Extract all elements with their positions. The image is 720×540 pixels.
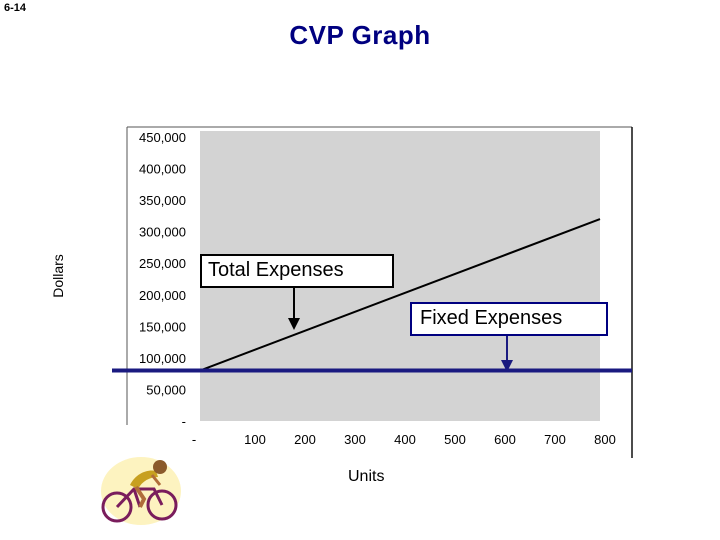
fixed-expenses-callout: Fixed Expenses (410, 302, 608, 336)
x-tick-label: 500 (444, 432, 466, 447)
y-tick-label: 200,000 (139, 288, 186, 303)
total-expenses-callout: Total Expenses (200, 254, 394, 288)
slide-number: 6-14 (4, 2, 27, 14)
y-tick-label: 450,000 (139, 130, 186, 145)
rider-head (153, 460, 167, 474)
y-tick-label: 50,000 (146, 382, 186, 397)
x-axis-label: Units (348, 468, 385, 485)
y-tick-label: 400,000 (139, 162, 186, 177)
bike-seat-tube (132, 488, 142, 508)
y-tick-label: - (182, 414, 186, 429)
fixed-expenses-arrowhead (501, 360, 513, 372)
y-tick-label: 100,000 (139, 351, 186, 366)
x-tick-label: 700 (544, 432, 566, 447)
plot-right-margin (600, 131, 630, 421)
chart-title: CVP Graph (289, 20, 431, 50)
rider-leg (134, 485, 147, 508)
x-tick-label: 800 (594, 432, 616, 447)
cyclist-icon (101, 457, 181, 525)
bike-frame (115, 487, 164, 509)
rider-body (130, 470, 158, 489)
total-expenses-line (199, 218, 601, 372)
x-tick-label: 400 (394, 432, 416, 447)
x-tick-label: 100 (244, 432, 266, 447)
x-tick-label: 200 (294, 432, 316, 447)
y-tick-label: 350,000 (139, 193, 186, 208)
rider-arm (150, 474, 162, 486)
front-wheel (146, 489, 178, 521)
x-tick-label: 600 (494, 432, 516, 447)
y-tick-label: 300,000 (139, 225, 186, 240)
x-tick-label: 300 (344, 432, 366, 447)
y-tick-label: 250,000 (139, 256, 186, 271)
x-tick-label: - (192, 432, 196, 447)
y-tick-label: 150,000 (139, 319, 186, 334)
total-expenses-arrowhead (288, 318, 300, 330)
rear-wheel (101, 491, 133, 523)
